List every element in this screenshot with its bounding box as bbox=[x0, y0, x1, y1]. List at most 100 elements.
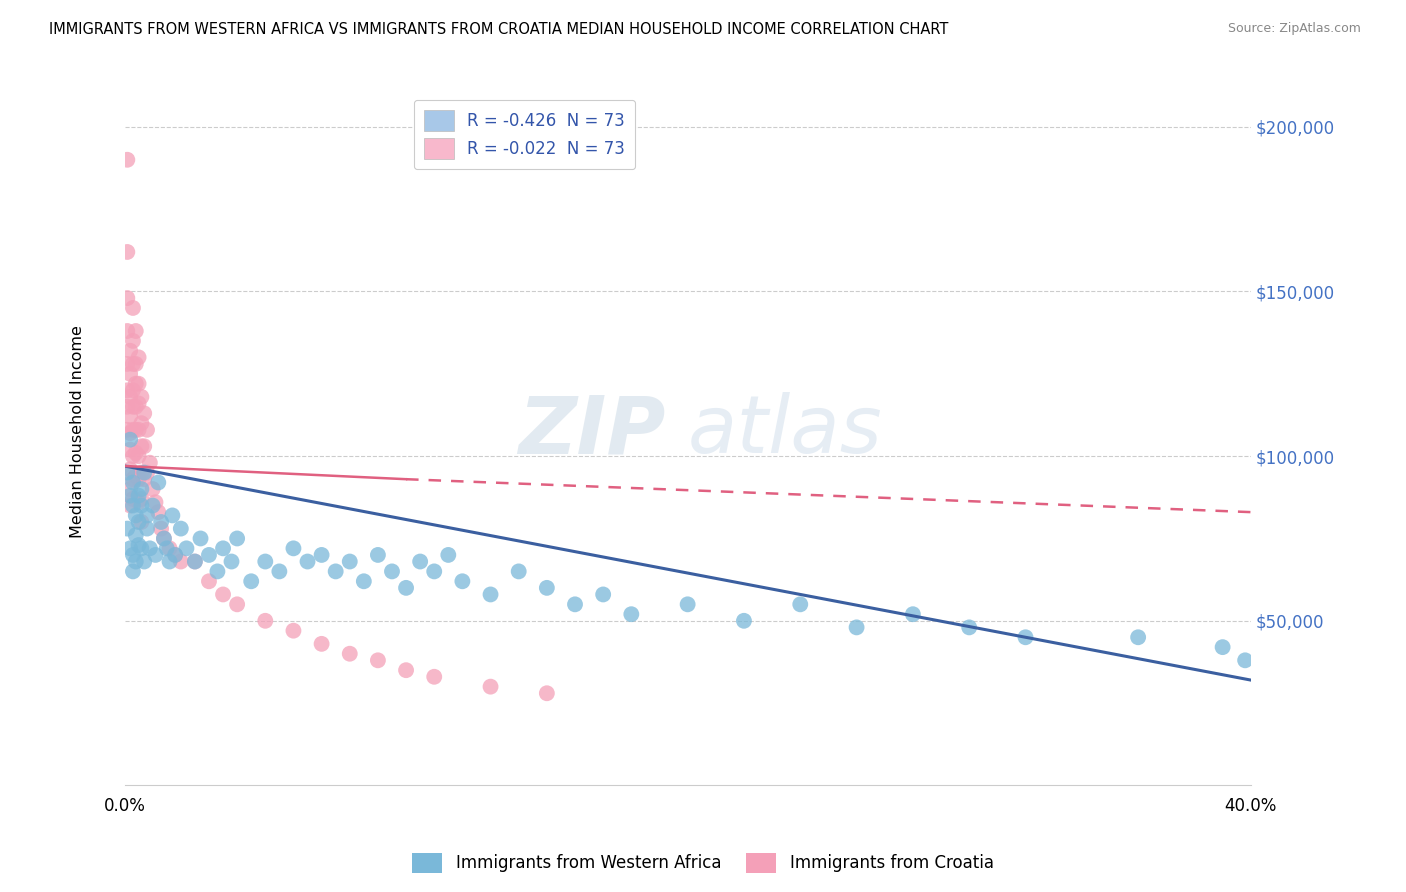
Point bbox=[145, 495, 167, 509]
Point bbox=[207, 565, 229, 579]
Point bbox=[136, 466, 159, 480]
Point bbox=[620, 607, 643, 622]
Point bbox=[367, 653, 389, 667]
Point bbox=[122, 548, 145, 562]
Point bbox=[120, 442, 142, 457]
Point bbox=[120, 433, 142, 447]
Point bbox=[153, 532, 176, 546]
Point bbox=[120, 482, 142, 496]
Point bbox=[136, 423, 159, 437]
Point bbox=[120, 343, 142, 358]
Point bbox=[156, 541, 179, 556]
Point bbox=[128, 423, 150, 437]
Text: atlas: atlas bbox=[688, 392, 883, 470]
Point bbox=[339, 647, 361, 661]
Point bbox=[120, 462, 142, 476]
Point bbox=[212, 541, 235, 556]
Legend: R = -0.426  N = 73, R = -0.022  N = 73: R = -0.426 N = 73, R = -0.022 N = 73 bbox=[413, 100, 636, 169]
Point bbox=[131, 541, 153, 556]
Point bbox=[170, 522, 193, 536]
Point bbox=[381, 565, 404, 579]
Point bbox=[131, 390, 153, 404]
Point bbox=[353, 574, 375, 589]
Point bbox=[165, 548, 187, 562]
Point bbox=[254, 614, 277, 628]
Point bbox=[117, 466, 139, 480]
Point bbox=[423, 670, 446, 684]
Point bbox=[125, 400, 148, 414]
Point bbox=[122, 491, 145, 506]
Point bbox=[117, 291, 139, 305]
Point bbox=[226, 598, 249, 612]
Point bbox=[789, 598, 811, 612]
Point bbox=[131, 439, 153, 453]
Point bbox=[957, 620, 980, 634]
Point bbox=[162, 508, 184, 523]
Point bbox=[120, 390, 142, 404]
Point bbox=[153, 532, 176, 546]
Point bbox=[128, 376, 150, 391]
Point bbox=[131, 466, 153, 480]
Point bbox=[125, 528, 148, 542]
Point bbox=[131, 515, 153, 529]
Point bbox=[479, 587, 502, 601]
Point bbox=[117, 244, 139, 259]
Point bbox=[128, 472, 150, 486]
Point bbox=[125, 508, 148, 523]
Point bbox=[409, 555, 432, 569]
Point bbox=[122, 499, 145, 513]
Point bbox=[564, 598, 586, 612]
Point bbox=[226, 532, 249, 546]
Point bbox=[150, 515, 173, 529]
Point bbox=[122, 400, 145, 414]
Point bbox=[845, 620, 868, 634]
Point bbox=[117, 423, 139, 437]
Point bbox=[479, 680, 502, 694]
Point bbox=[120, 409, 142, 424]
Point bbox=[120, 426, 142, 441]
Point bbox=[136, 522, 159, 536]
Point bbox=[139, 456, 162, 470]
Point bbox=[1234, 653, 1257, 667]
Text: IMMIGRANTS FROM WESTERN AFRICA VS IMMIGRANTS FROM CROATIA MEDIAN HOUSEHOLD INCOM: IMMIGRANTS FROM WESTERN AFRICA VS IMMIGR… bbox=[49, 22, 949, 37]
Point bbox=[508, 565, 530, 579]
Point bbox=[148, 475, 170, 490]
Point bbox=[125, 555, 148, 569]
Point bbox=[122, 357, 145, 371]
Point bbox=[125, 446, 148, 460]
Point bbox=[117, 153, 139, 167]
Point bbox=[120, 489, 142, 503]
Point bbox=[190, 532, 212, 546]
Point bbox=[198, 574, 221, 589]
Point bbox=[254, 555, 277, 569]
Point bbox=[122, 301, 145, 315]
Point bbox=[131, 499, 153, 513]
Point bbox=[122, 449, 145, 463]
Point bbox=[117, 357, 139, 371]
Point bbox=[128, 515, 150, 529]
Point bbox=[122, 423, 145, 437]
Point bbox=[117, 522, 139, 536]
Point bbox=[325, 565, 347, 579]
Point bbox=[122, 334, 145, 348]
Point bbox=[122, 384, 145, 398]
Point bbox=[117, 400, 139, 414]
Point bbox=[367, 548, 389, 562]
Legend: Immigrants from Western Africa, Immigrants from Croatia: Immigrants from Western Africa, Immigran… bbox=[406, 847, 1000, 880]
Point bbox=[198, 548, 221, 562]
Point bbox=[117, 384, 139, 398]
Point bbox=[128, 538, 150, 552]
Point bbox=[536, 686, 558, 700]
Point bbox=[122, 475, 145, 490]
Point bbox=[311, 548, 333, 562]
Point bbox=[139, 541, 162, 556]
Point bbox=[125, 324, 148, 338]
Point bbox=[221, 555, 243, 569]
Point bbox=[145, 548, 167, 562]
Point bbox=[131, 482, 153, 496]
Text: Median Household Income: Median Household Income bbox=[70, 325, 84, 538]
Point bbox=[240, 574, 263, 589]
Point bbox=[423, 565, 446, 579]
Point bbox=[733, 614, 755, 628]
Point bbox=[212, 587, 235, 601]
